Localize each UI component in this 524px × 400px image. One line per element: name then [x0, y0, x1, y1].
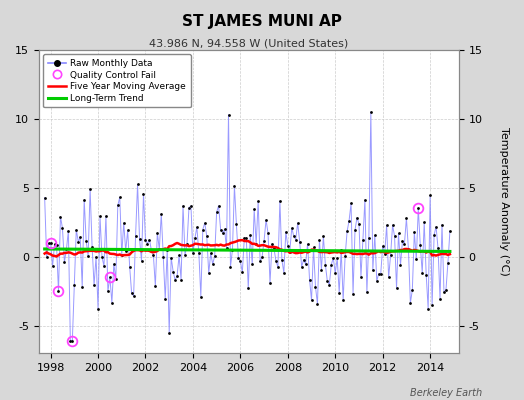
- Title: 43.986 N, 94.558 W (United States): 43.986 N, 94.558 W (United States): [149, 39, 348, 49]
- Y-axis label: Temperature Anomaly (°C): Temperature Anomaly (°C): [499, 127, 509, 276]
- Text: ST JAMES MUNI AP: ST JAMES MUNI AP: [182, 14, 342, 29]
- Text: Berkeley Earth: Berkeley Earth: [410, 388, 482, 398]
- Legend: Raw Monthly Data, Quality Control Fail, Five Year Moving Average, Long-Term Tren: Raw Monthly Data, Quality Control Fail, …: [43, 54, 191, 108]
